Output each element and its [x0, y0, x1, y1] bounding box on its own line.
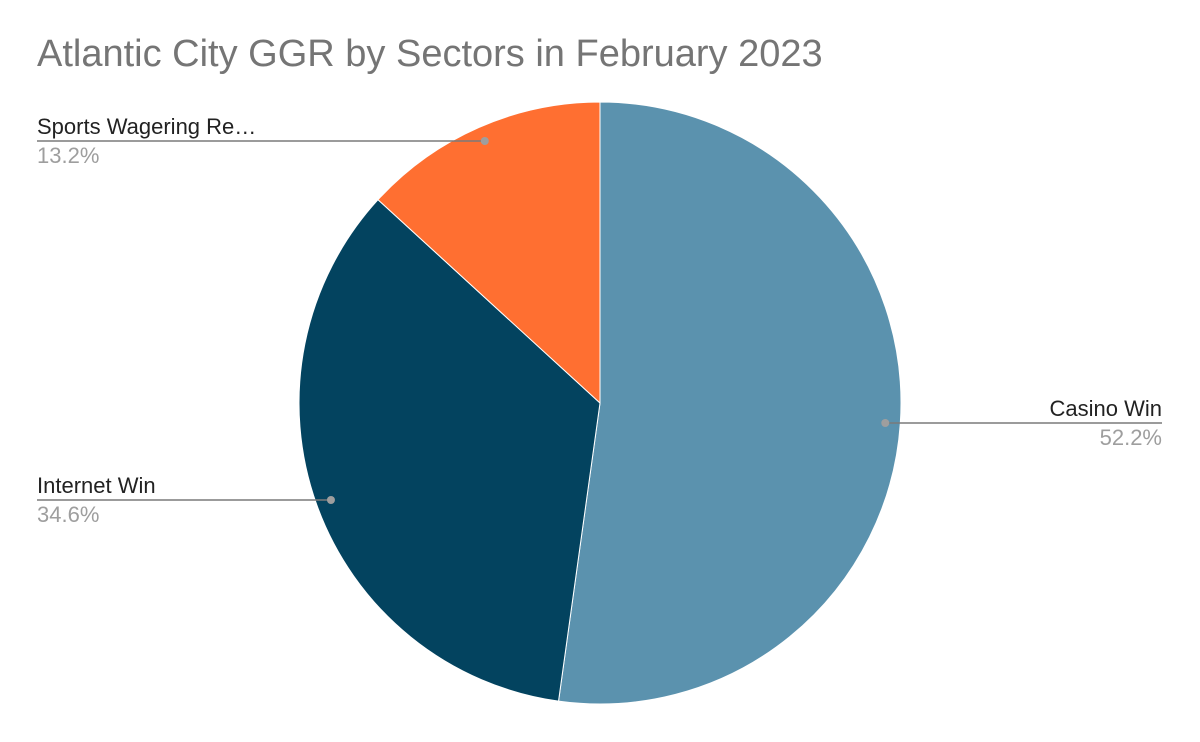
pie-slice-casino-win — [557, 101, 902, 705]
pie-slice-internet-win — [298, 199, 601, 702]
slice-percentage: 52.2% — [1100, 425, 1162, 450]
pie-slice-sports-wagering-re — [377, 101, 601, 405]
slice-label: Internet Win — [37, 473, 156, 498]
leader-dot — [326, 496, 335, 504]
slice-percentage: 34.6% — [37, 502, 99, 527]
leader-dot — [480, 137, 489, 145]
chart-title: Atlantic City GGR by Sectors in February… — [37, 33, 823, 75]
slice-label: Sports Wagering Re… — [37, 114, 256, 139]
slice-percentage: 13.2% — [37, 143, 99, 168]
leader-dot — [881, 419, 890, 427]
slice-label: Casino Win — [1050, 396, 1162, 421]
